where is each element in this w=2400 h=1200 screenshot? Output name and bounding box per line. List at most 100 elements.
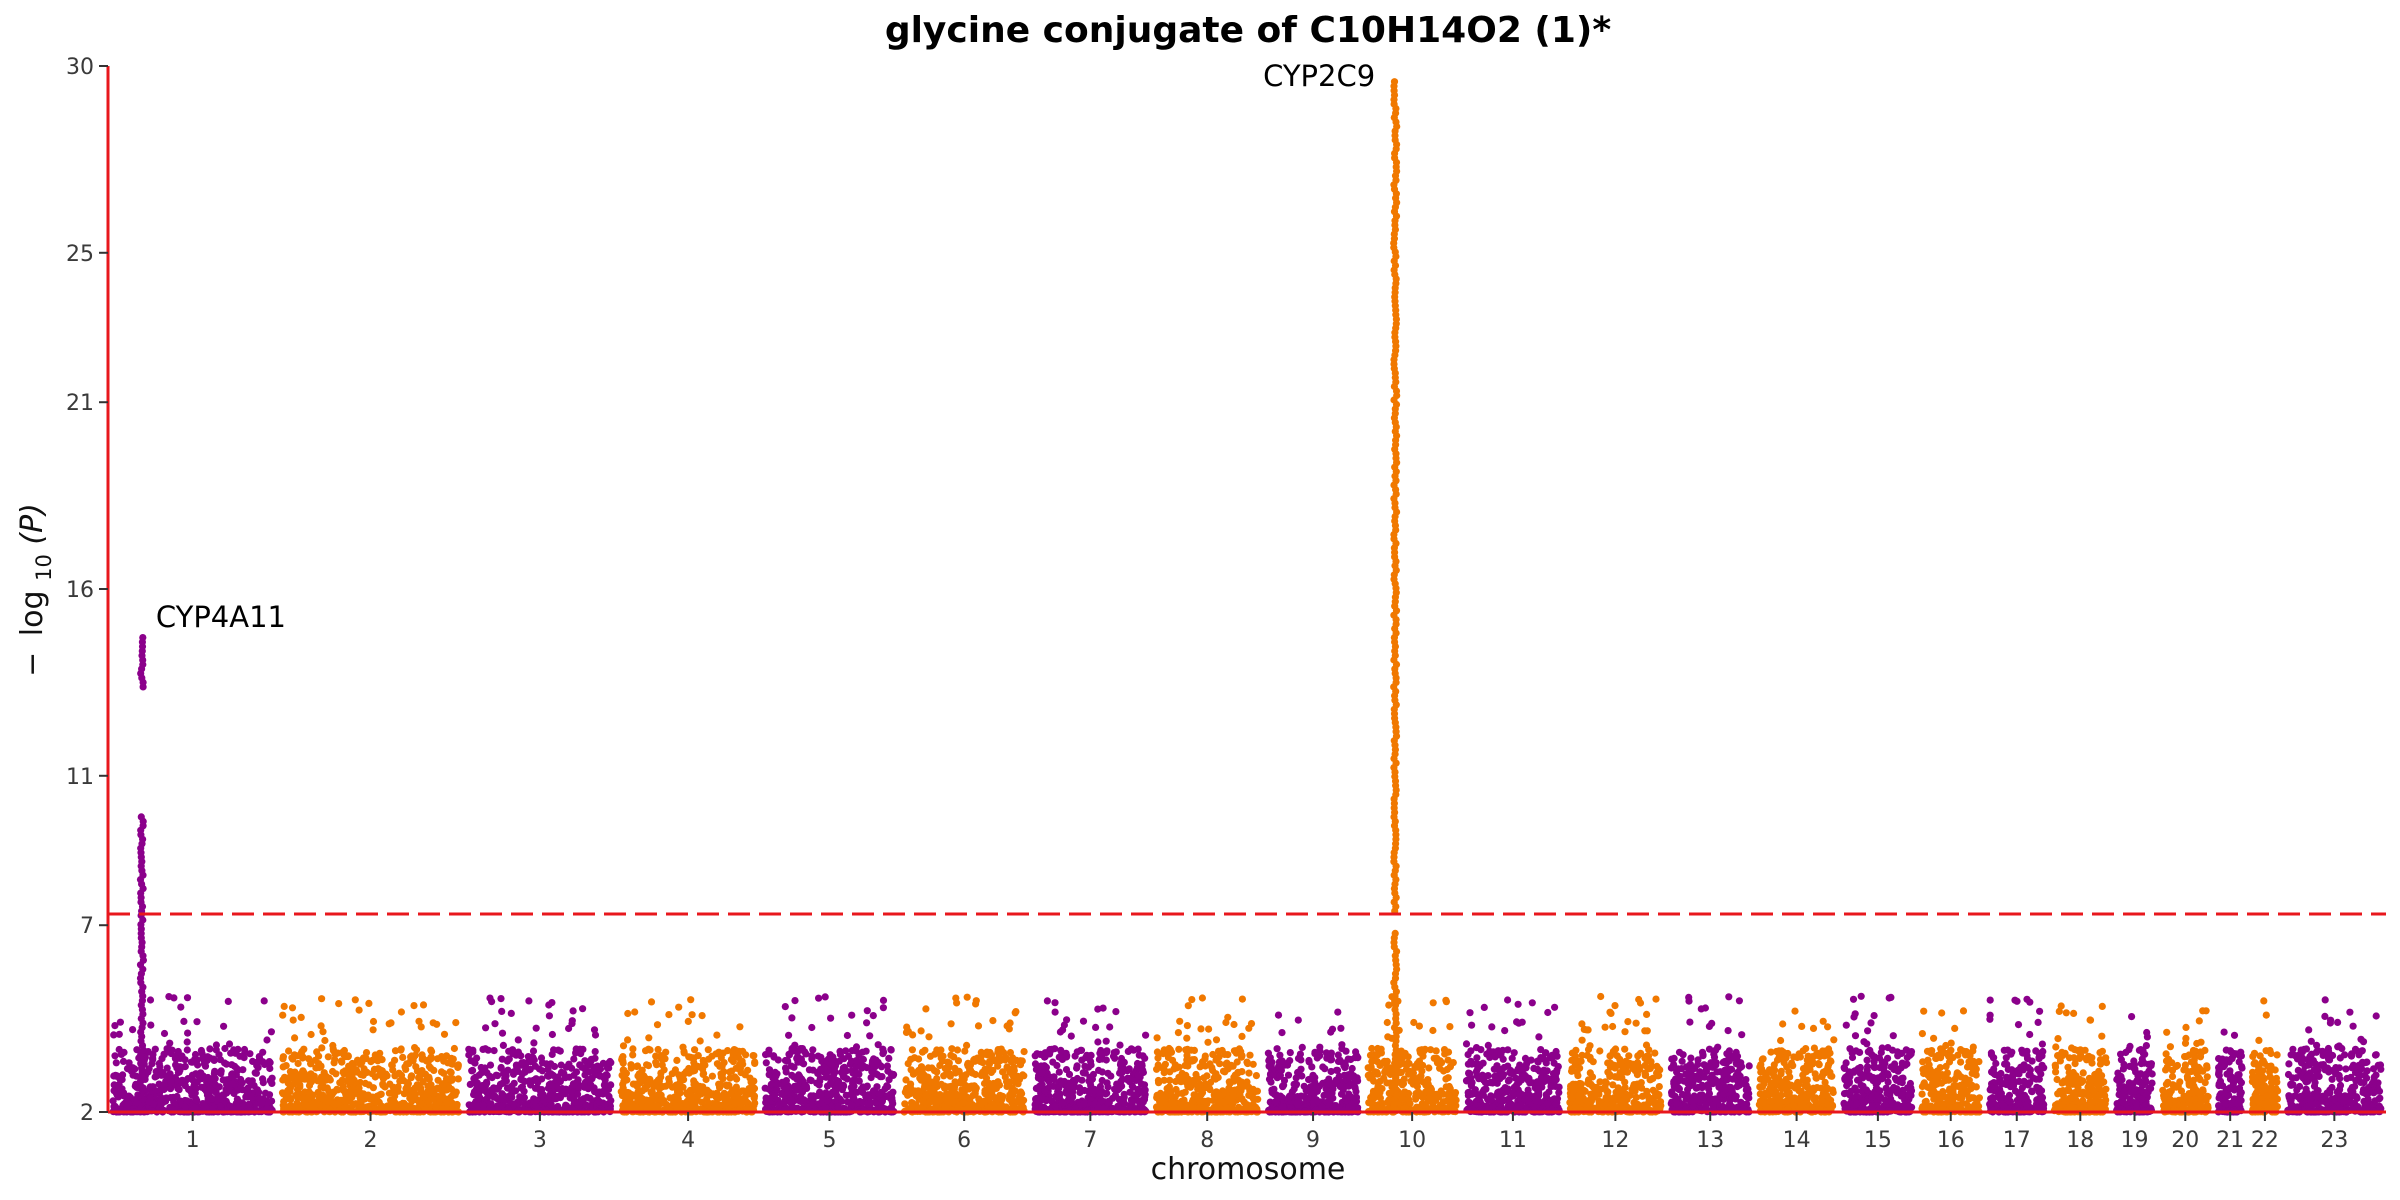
chromosome-2-point xyxy=(417,1023,425,1031)
chromosome-4-point xyxy=(735,1093,743,1101)
chromosome-2-point xyxy=(306,1103,314,1111)
chromosome-7-point xyxy=(1057,1046,1065,1054)
chromosome-9-point xyxy=(1268,1086,1276,1094)
chromosome-5-point xyxy=(798,1076,806,1084)
chromosome-2-point xyxy=(317,1101,325,1109)
chromosome-1-point xyxy=(268,1074,276,1082)
chromosome-2-point xyxy=(293,1073,301,1081)
chromosome-3-point xyxy=(505,1055,513,1063)
chromosome-3-point xyxy=(532,1024,540,1032)
chromosome-7-point xyxy=(1103,1089,1111,1097)
chromosome-3-point xyxy=(532,1077,540,1085)
chromosome-7-point xyxy=(1134,1045,1142,1053)
chromosome-7-point xyxy=(1111,1091,1119,1099)
chromosome-5-point xyxy=(862,1093,870,1101)
chromosome-6-point xyxy=(963,993,971,1001)
chromosome-8-point xyxy=(1210,1103,1218,1111)
chromosome-2-point xyxy=(414,1082,422,1090)
chromosome-9-point xyxy=(1340,1062,1348,1070)
chromosome-3-point xyxy=(508,1093,516,1101)
chromosome-2-point xyxy=(374,1057,382,1065)
chromosome-3-point xyxy=(470,1058,478,1066)
chromosome-7-point xyxy=(1118,1075,1127,1083)
chromosome-9-point xyxy=(1347,1093,1355,1101)
chromosome-7-point xyxy=(1116,1041,1124,1049)
chromosome-1-point xyxy=(247,1081,255,1089)
chromosome-5-point xyxy=(774,1080,782,1088)
chromosome-8-point xyxy=(1253,1087,1261,1095)
chromosome-6-point xyxy=(989,1017,997,1025)
chromosome-1-point xyxy=(230,1089,238,1098)
chromosome-5-point xyxy=(885,1054,893,1062)
chromosome-3-point xyxy=(529,1054,537,1062)
chromosome-2-point xyxy=(385,1089,393,1097)
chromosome-5-point xyxy=(879,1004,888,1012)
chromosome-2-point xyxy=(349,1101,357,1110)
chromosome-2-point xyxy=(400,1077,408,1085)
chromosome-2-point xyxy=(367,1058,375,1066)
chromosome-7-point xyxy=(1098,1068,1106,1076)
chromosome-7-point xyxy=(1065,1090,1073,1098)
chromosome-7-point xyxy=(1050,1076,1058,1084)
chromosome-2-point xyxy=(417,1068,425,1076)
chromosome-2-point xyxy=(440,1030,449,1038)
chromosome-4-point xyxy=(698,1012,706,1020)
chromosome-5-point xyxy=(800,1096,808,1104)
chromosome-5-point xyxy=(859,1063,867,1071)
chromosome-1-point xyxy=(167,1050,175,1058)
chromosome-4-point xyxy=(704,1046,712,1054)
chromosome-5-point xyxy=(847,1101,855,1110)
chromosome-6-point xyxy=(901,1100,909,1108)
chromosome-7-point xyxy=(1062,1066,1071,1074)
chromosome-2-point xyxy=(294,1059,302,1068)
chromosome-2-point xyxy=(378,1067,386,1075)
chromosome-9-point xyxy=(1346,1073,1355,1081)
chromosome-9-point xyxy=(1274,1011,1283,1019)
chromosome-8-point xyxy=(1183,1034,1191,1042)
chromosome-4-point xyxy=(673,1056,681,1064)
chromosome-4-point xyxy=(629,1045,637,1053)
chromosome-8-point xyxy=(1206,1060,1214,1068)
chromosome-4-point xyxy=(619,1072,628,1080)
chromosome-6-point xyxy=(947,1020,955,1028)
chromosome-1-point xyxy=(260,997,268,1005)
chromosome-5-point xyxy=(808,1101,817,1109)
chromosome-6-point xyxy=(984,1091,992,1099)
chromosome-3-point xyxy=(489,1085,497,1093)
chromosome-7-point xyxy=(1041,1049,1049,1057)
chromosome-6-point xyxy=(929,1087,937,1095)
chromosome-4-point xyxy=(718,1062,726,1070)
chromosome-2-point xyxy=(328,1091,336,1099)
chromosome-4-point xyxy=(674,1095,682,1103)
chromosome-8-point xyxy=(1189,1104,1197,1112)
chromosome-3-point xyxy=(591,1048,599,1056)
chromosome-5-point xyxy=(791,1073,799,1081)
chromosome-1-point xyxy=(175,1086,183,1094)
chromosome-2-point xyxy=(369,1026,377,1034)
chromosome-7-point xyxy=(1097,1097,1105,1105)
chromosome-1-point xyxy=(170,994,178,1002)
chromosome-6-point xyxy=(924,1064,932,1072)
chromosome-2-point xyxy=(318,995,326,1003)
chromosome-6-point xyxy=(936,1061,944,1070)
chromosome-5-point xyxy=(863,1019,871,1027)
chromosome-3-point xyxy=(474,1095,482,1103)
chromosome-1-point xyxy=(184,1029,192,1037)
chromosome-5-point xyxy=(858,1048,867,1056)
chromosome-9-point xyxy=(1311,1078,1319,1086)
chromosome-1-point xyxy=(149,1050,157,1059)
chromosome-2-point xyxy=(397,1046,405,1054)
chromosome-5-point xyxy=(849,1094,857,1102)
chromosome-2-point xyxy=(446,1068,454,1076)
chromosome-9-point xyxy=(1292,1074,1300,1082)
chromosome-4-point xyxy=(730,1086,738,1094)
chromosome-3-point xyxy=(577,1050,585,1058)
chromosome-1-point xyxy=(228,1061,236,1069)
chromosome-7-point xyxy=(1096,1055,1104,1063)
chromosome-6-point xyxy=(949,1092,957,1100)
chromosome-8-point xyxy=(1197,1091,1205,1099)
chromosome-9-point xyxy=(1294,1016,1302,1024)
chromosome-3-point xyxy=(466,1080,474,1088)
chromosome-1-point xyxy=(177,1003,185,1011)
chromosome-2-point xyxy=(320,1069,328,1077)
